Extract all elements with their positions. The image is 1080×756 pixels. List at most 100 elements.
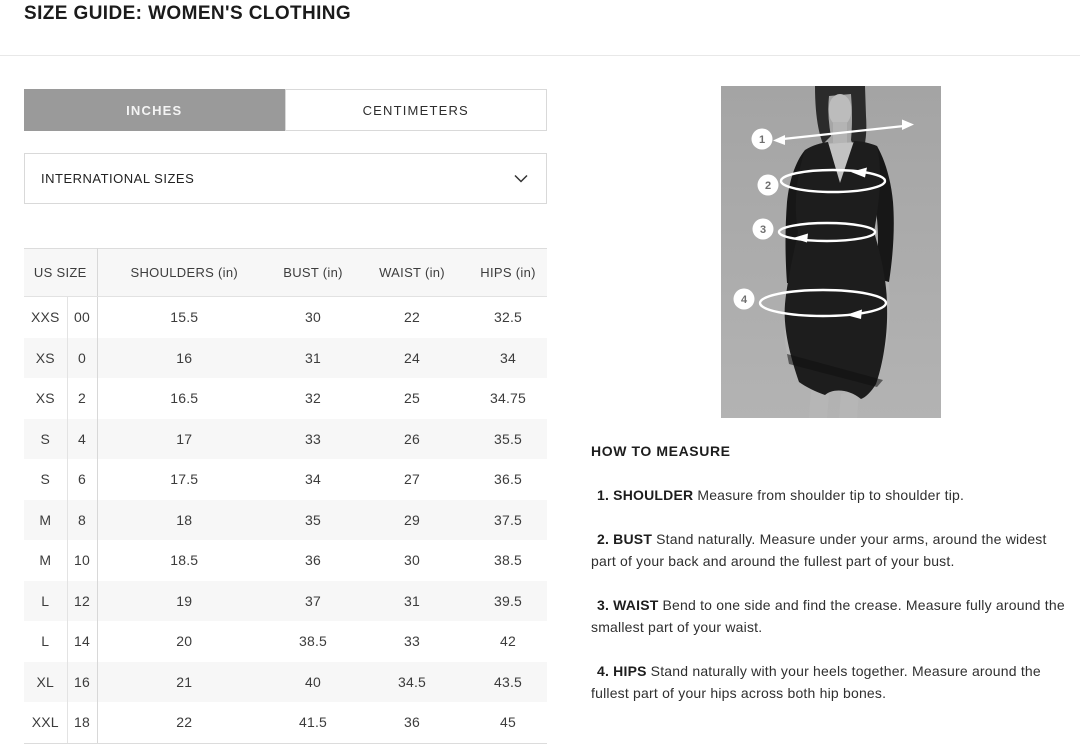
size-chart-table: US SIZE SHOULDERS (in) BUST (in) WAIST (… [24, 248, 548, 744]
table-row: XXS 00 15.5 30 22 32.5 [24, 296, 547, 338]
marker-4-circle [733, 288, 755, 310]
shoulders-value: 16.5 [170, 390, 199, 407]
waist-value: 34.5 [397, 673, 427, 690]
bust-value: 41.5 [271, 702, 356, 744]
us-size-letter: XXL [24, 702, 68, 744]
table-row: S 4 17 33 26 35.5 [24, 418, 548, 459]
hips-value: 38.5 [493, 552, 523, 569]
step-text: Measure from shoulder tip to shoulder ti… [697, 487, 965, 503]
table-row: XL 16 21 40 34.5 43.5 [24, 661, 548, 702]
column-header-waist: WAIST (in) [355, 248, 470, 297]
bust-value: 40 [305, 673, 321, 690]
shoulder-measure-arrow [782, 124, 905, 141]
step-label: 4. HIPS [597, 662, 647, 679]
table-row: L 14 20 38.5 33 42 [24, 621, 547, 662]
tab-inches[interactable]: INCHES [24, 89, 285, 131]
unit-tabs: INCHES CENTIMETERS [24, 89, 547, 131]
bust-value: 33 [305, 430, 321, 447]
us-size-letter: XL [24, 661, 68, 702]
us-size-number: 12 [67, 580, 98, 621]
us-size-number: 10 [67, 540, 98, 581]
table-row: XS 2 16.5 32 25 34.75 [24, 378, 547, 419]
shoulders-value: 17 [176, 430, 193, 447]
waist-value: 30 [404, 552, 420, 569]
us-size-number: 00 [67, 296, 98, 338]
us-size-letter: S [24, 418, 68, 459]
hips-value: 45 [469, 702, 548, 744]
step-text: Stand naturally with your heels together… [591, 662, 1041, 702]
column-header-hips: HIPS (in) [469, 248, 548, 297]
step-label: 2. BUST [597, 530, 653, 547]
model-figure [784, 86, 894, 418]
table-row: L 12 19 37 31 39.5 [24, 580, 548, 621]
shoulders-value: 22 [97, 702, 272, 744]
bust-value: 38.5 [298, 633, 328, 650]
waist-value: 27 [404, 471, 420, 488]
table-row: M 10 18.5 36 30 38.5 [24, 540, 547, 581]
how-to-measure-heading: HOW TO MEASURE [591, 443, 731, 459]
hips-value: 35.5 [493, 430, 523, 447]
bust-value: 36 [305, 552, 321, 569]
bust-value: 31 [305, 349, 321, 366]
us-size-number: 8 [67, 499, 98, 540]
hips-value: 42 [500, 633, 516, 650]
column-header-us-size: US SIZE [24, 248, 98, 297]
hips-value: 36.5 [493, 471, 523, 488]
hips-value: 39.5 [493, 592, 523, 609]
dropdown-label: INTERNATIONAL SIZES [41, 171, 195, 186]
column-header-bust: BUST (in) [271, 248, 356, 297]
marker-1-circle [751, 128, 773, 150]
shoulders-value: 20 [176, 633, 193, 650]
step-label: 1. SHOULDER [597, 487, 694, 503]
shoulders-value: 21 [176, 673, 193, 690]
marker-3-label: 3 [760, 224, 766, 236]
table-row: XXL 18 22 41.5 36 45 [24, 702, 548, 744]
chevron-down-icon [514, 174, 528, 183]
bust-value: 34 [305, 471, 321, 488]
page-title: SIZE GUIDE: WOMEN'S CLOTHING [24, 3, 352, 24]
waist-value: 31 [404, 592, 420, 609]
us-size-number: 16 [67, 661, 98, 702]
bust-value: 32 [305, 390, 321, 407]
marker-4-label: 4 [741, 294, 748, 306]
waist-value: 29 [404, 511, 420, 528]
step-hips: 4. HIPS Stand naturally with your heels t… [591, 660, 1069, 705]
us-size-letter: XXS [24, 296, 68, 338]
hips-value: 37.5 [493, 511, 523, 528]
waist-value: 26 [404, 430, 420, 447]
measure-steps: 1. SHOULDER Measure from shoulder tip to … [591, 484, 1069, 726]
hips-measure-ellipse [758, 288, 888, 318]
step-waist: 3. WAIST Bend to one side and find the cr… [591, 594, 1069, 639]
tab-centimeters[interactable]: CENTIMETERS [284, 89, 547, 131]
step-bust: 2. BUST Stand naturally. Measure under yo… [591, 528, 1069, 573]
bust-measure-ellipse [779, 168, 887, 194]
title-divider [0, 55, 1080, 56]
marker-2-label: 2 [765, 180, 771, 192]
marker-1-label: 1 [759, 134, 765, 146]
step-shoulder: 1. SHOULDER Measure from shoulder tip to … [591, 484, 1069, 507]
hips-value: 34 [500, 349, 516, 366]
us-size-number: 18 [67, 702, 98, 744]
shoulders-value: 16 [176, 349, 193, 366]
measurement-markers: 1 2 3 4 [733, 128, 779, 310]
bust-value: 37 [305, 592, 321, 609]
marker-3-circle [752, 218, 774, 240]
waist-measure-ellipse [777, 221, 877, 243]
marker-2-circle [757, 174, 779, 196]
shoulders-value: 18 [176, 511, 193, 528]
table-row: XS 0 16 31 24 34 [24, 337, 548, 378]
bust-value: 30 [305, 309, 321, 326]
table-row: S 6 17.5 34 27 36.5 [24, 459, 547, 500]
us-size-letter: S [24, 459, 68, 500]
step-text: Stand naturally. Measure under your arms… [591, 530, 1047, 570]
us-size-letter: L [24, 621, 68, 662]
column-header-shoulders: SHOULDERS (in) [97, 248, 272, 297]
us-size-number: 6 [67, 459, 98, 500]
us-size-letter: M [24, 499, 68, 540]
shoulders-value: 15.5 [170, 309, 199, 326]
table-row: M 8 18 35 29 37.5 [24, 499, 548, 540]
international-sizes-dropdown[interactable]: INTERNATIONAL SIZES [24, 153, 547, 204]
us-size-letter: XS [24, 337, 68, 378]
waist-value: 36 [355, 702, 470, 744]
us-size-number: 2 [67, 378, 98, 419]
